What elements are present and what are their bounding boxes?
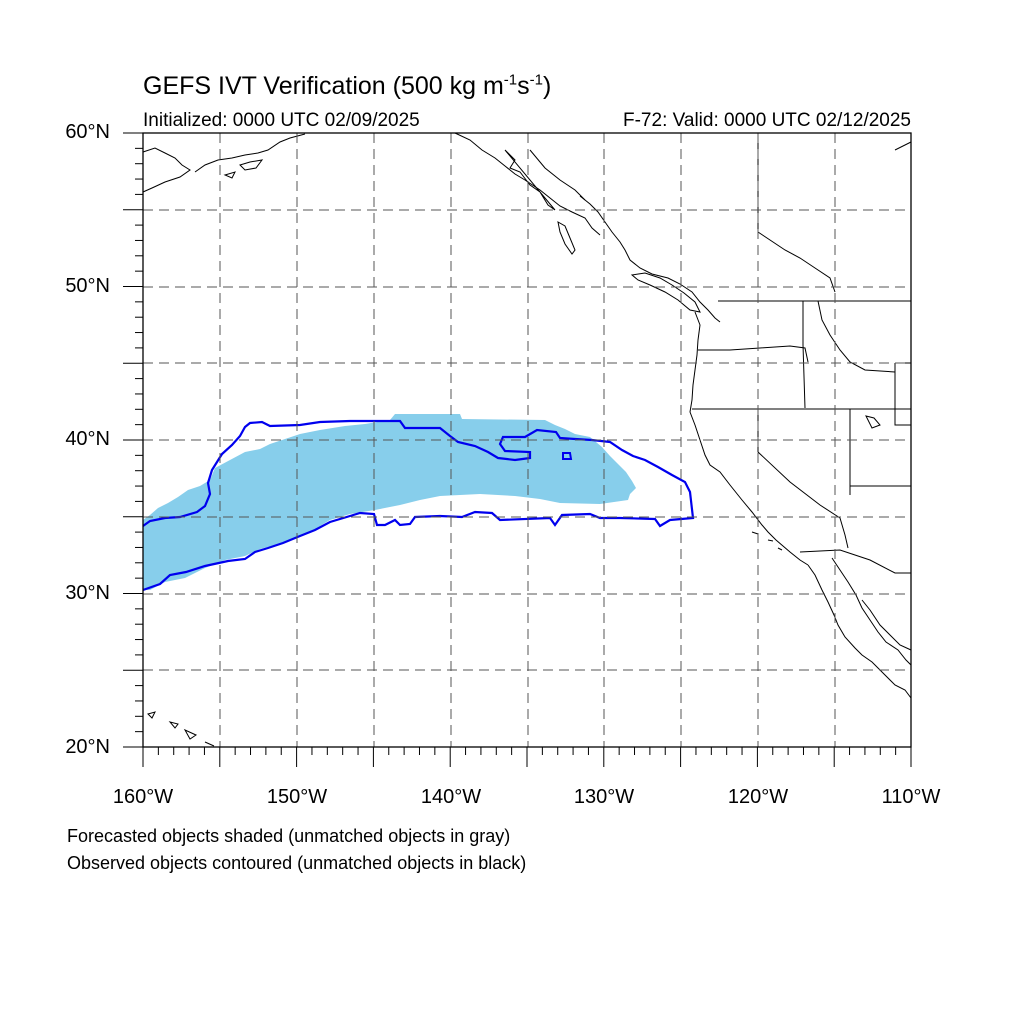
lon-label-160w: 160°W — [112, 786, 174, 808]
channel-islands — [751, 531, 783, 551]
lon-label-110w: 110°W — [881, 786, 941, 808]
map-title: GEFS IVT Verification (500 kg m-1s-1) — [143, 72, 551, 101]
political-boundaries — [529, 133, 911, 574]
alaska-panhandle — [454, 132, 601, 236]
valid-time: F-72: Valid: 0000 UTC 02/12/2025 — [623, 110, 911, 131]
observed-ivt-contour-outer — [142, 419, 695, 592]
title-unit-s: s — [517, 72, 530, 100]
title-superscript-2: -1 — [529, 71, 543, 89]
alaska-islands-2 — [504, 149, 556, 211]
baja-east-coast — [831, 557, 912, 666]
canada-province-line — [757, 133, 836, 293]
wa-or-border — [698, 345, 809, 363]
title-text: GEFS IVT Verification (500 kg m — [143, 72, 504, 100]
us-mexico-border — [799, 549, 911, 574]
grid-lines — [143, 133, 911, 747]
lat-label-40n: 40°N — [65, 428, 110, 450]
lon-label-140w: 140°W — [420, 786, 482, 808]
coastlines — [142, 132, 912, 747]
observed-ivt-contour-small — [562, 452, 573, 460]
title-close-paren: ) — [542, 72, 552, 100]
title-superscript-1: -1 — [503, 71, 518, 89]
ca-nv-border — [757, 409, 841, 519]
footnote-observed: Observed objects contoured (unmatched ob… — [67, 853, 527, 873]
alaska-coast-peninsula — [194, 133, 306, 173]
axis-ticks — [123, 132, 912, 767]
mexico-mainland-coast — [861, 599, 912, 651]
se-alaska-right — [894, 141, 912, 151]
lat-label-30n: 30°N — [65, 582, 110, 604]
wy-border — [894, 363, 911, 426]
great-salt-lake — [865, 415, 881, 429]
lat-label-60n: 60°N — [65, 121, 110, 143]
lon-label-150w: 150°W — [266, 786, 328, 808]
lat-label-20n: 20°N — [65, 736, 110, 758]
lon-label-130w: 130°W — [573, 786, 635, 808]
footnote-forecast: Forecasted objects shaded (unmatched obj… — [67, 826, 511, 846]
vancouver-island — [630, 272, 701, 313]
alaska-islands — [223, 159, 264, 179]
id-mt-border — [817, 300, 896, 373]
bc-coast — [579, 195, 721, 323]
forecast-ivt-object — [143, 414, 636, 590]
alaska-coast-west — [142, 147, 191, 193]
lon-label-120w: 120°W — [727, 786, 789, 808]
lat-label-50n: 50°N — [65, 275, 110, 297]
initialized-time: Initialized: 0000 UTC 02/09/2025 — [143, 110, 420, 131]
wa-id-border — [802, 301, 806, 409]
hawaii-islands — [147, 711, 215, 747]
baja-california — [807, 564, 912, 699]
alaska-canada-border — [529, 149, 586, 201]
az-border — [839, 517, 849, 549]
haida-gwaii — [557, 221, 576, 255]
